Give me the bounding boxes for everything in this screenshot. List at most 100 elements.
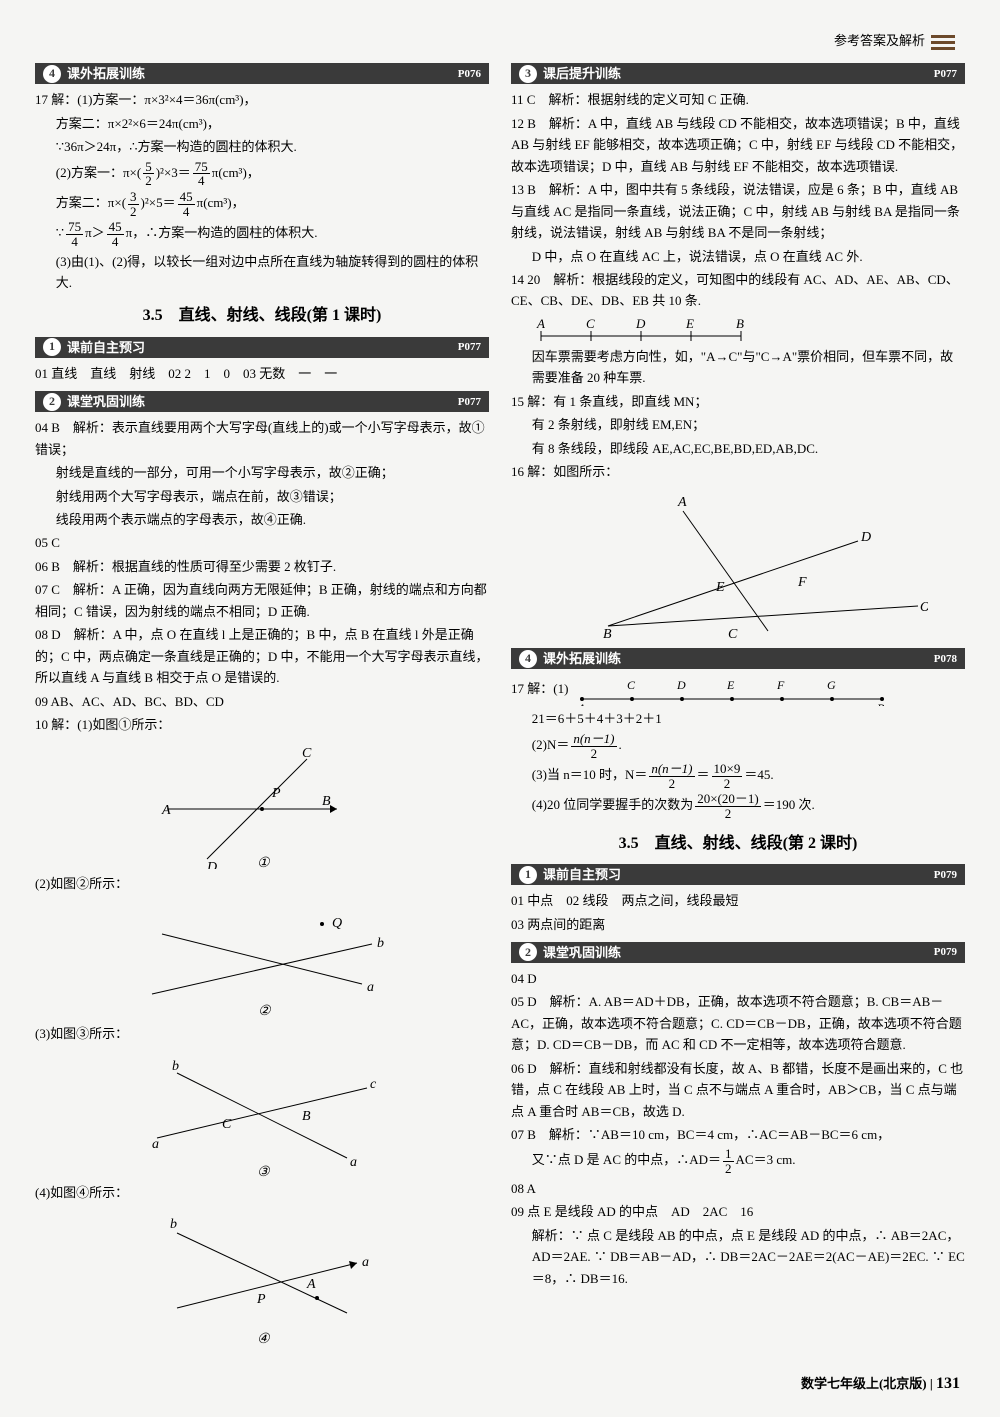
text-line: 12 B 解析：A 中，直线 AB 与线段 CD 不能相交，故本选项错误；B 中…: [511, 113, 965, 177]
page-footer: 数学七年级上(北京版) | 131: [801, 1371, 960, 1397]
text-line: 04 B 解析：表示直线要用两个大写字母(直线上的)或一个小写字母表示，故①错误…: [35, 417, 489, 460]
svg-text:C: C: [586, 316, 595, 331]
band-page: P077: [458, 338, 481, 356]
svg-text:A: A: [577, 701, 586, 706]
svg-text:C: C: [222, 1117, 232, 1132]
text-line: 05 D 解析：A. AB＝AD＋DB，正确，故本选项不符合题意；B. CB＝A…: [511, 991, 965, 1055]
svg-text:c: c: [370, 1077, 377, 1092]
section-band: 3 课后提升训练 P077: [511, 63, 965, 84]
band-page: P079: [934, 943, 957, 961]
text-line: 方案二：π×2²×6＝24π(cm³)，: [35, 113, 489, 134]
text-line: 因车票需要考虑方向性，如，"A→C"与"C→A"票价相同，但车票不同，故需要准备…: [511, 346, 965, 389]
band-number: 4: [43, 65, 61, 83]
band-page: P079: [934, 866, 957, 884]
band-page: P076: [458, 65, 481, 83]
lesson-title: 3.5 直线、射线、线段(第 1 课时): [35, 303, 489, 329]
text-line: 01 中点 02 线段 两点之间，线段最短: [511, 890, 965, 911]
svg-text:O: O: [920, 600, 928, 615]
svg-text:A: A: [161, 803, 171, 818]
section-band: 4 课外拓展训练 P076: [35, 63, 489, 84]
svg-text:③: ③: [257, 1165, 271, 1178]
svg-text:b: b: [172, 1059, 179, 1074]
section-band: 2 课堂巩固训练 P077: [35, 391, 489, 412]
text-line: 又∵点 D 是 AC 的中点，∴AD＝12AC＝3 cm.: [511, 1147, 965, 1175]
svg-text:F: F: [776, 678, 785, 692]
text-line: 有 2 条射线，即射线 EM,EN；: [511, 414, 965, 435]
svg-text:B: B: [302, 1109, 311, 1124]
text-line: 射线用两个大写字母表示，端点在前，故③错误；: [35, 486, 489, 507]
text-line: ∵754π＞454π，∴方案一构造的圆柱的体积大.: [35, 220, 489, 248]
text-line: (2)如图②所示：: [35, 873, 489, 894]
svg-text:D: D: [860, 530, 871, 545]
figure-1: A B C D P ①: [35, 739, 489, 869]
text-line: D 中，点 O 在直线 AC 上，说法错误，点 O 在直线 AC 外.: [511, 246, 965, 267]
svg-text:a: a: [362, 1255, 369, 1270]
text-line: 方案二：π×(32)²×5＝454π(cm³)，: [35, 190, 489, 218]
lesson-title: 3.5 直线、射线、线段(第 2 课时): [511, 831, 965, 857]
svg-text:b: b: [170, 1217, 177, 1232]
text-line: ∵36π＞24π，∴方案一构造的圆柱的体积大.: [35, 136, 489, 157]
band-title: 课前自主预习: [67, 337, 145, 358]
right-column: 3 课后提升训练 P077 11 C 解析：根据射线的定义可知 C 正确. 12…: [511, 56, 965, 1351]
svg-text:C: C: [302, 746, 312, 761]
footer-subject: 数学七年级上(北京版): [801, 1376, 927, 1391]
band-title: 课后提升训练: [543, 63, 621, 84]
text-line: 17 解：(1)方案一：π×3²×4＝36π(cm³)，: [35, 89, 489, 110]
svg-text:P: P: [256, 1292, 266, 1307]
band-page: P077: [458, 393, 481, 411]
svg-text:a: a: [350, 1155, 357, 1170]
left-column: 4 课外拓展训练 P076 17 解：(1)方案一：π×3²×4＝36π(cm³…: [35, 56, 489, 1351]
text-line: 09 AB、AC、AD、BC、BD、CD: [35, 691, 489, 712]
text-line: (3)当 n＝10 时，N＝n(n－1)2＝10×92＝45.: [511, 762, 965, 790]
svg-text:D: D: [676, 678, 686, 692]
svg-text:C: C: [728, 627, 738, 641]
text-line: 07 C 解析：A 正确，因为直线向两方无限延伸；B 正确，射线的端点和方向都相…: [35, 579, 489, 622]
page-number: 131: [936, 1375, 960, 1392]
svg-text:P: P: [271, 786, 281, 801]
svg-text:C: C: [627, 678, 636, 692]
section-band: 4 课外拓展训练 P078: [511, 648, 965, 669]
preview-line: 01 直线 直线 射线 02 2 1 0 03 无数 一 一: [35, 363, 489, 384]
svg-text:a: a: [367, 980, 374, 995]
text-line: 05 C: [35, 532, 489, 553]
book-icon: [931, 32, 955, 50]
svg-text:②: ②: [258, 1004, 272, 1019]
q14-diagram: A C D E B: [511, 316, 965, 342]
text-line: 15 解：有 1 条直线，即直线 MN；: [511, 391, 965, 412]
text-line: 14 20 解析：根据线段的定义，可知图中的线段有 AC、AD、AE、AB、CD…: [511, 269, 965, 312]
text-line: 03 两点间的距离: [511, 914, 965, 935]
svg-text:B: B: [603, 627, 612, 641]
band-title: 课堂巩固训练: [543, 942, 621, 963]
section-band: 2 课堂巩固训练 P079: [511, 942, 965, 963]
band-page: P078: [934, 650, 957, 668]
band-number: 1: [43, 338, 61, 356]
svg-text:A: A: [306, 1277, 316, 1292]
text-line: 解析：∵ 点 C 是线段 AB 的中点，点 E 是线段 AD 的中点，∴ AB＝…: [511, 1225, 965, 1289]
band-title: 课堂巩固训练: [67, 391, 145, 412]
band-number: 1: [519, 866, 537, 884]
text-line: 06 B 解析：根据直线的性质可得至少需要 2 枚钉子.: [35, 556, 489, 577]
text-line: 10 解：(1)如图①所示：: [35, 714, 489, 735]
svg-text:a: a: [152, 1137, 159, 1152]
text-line: (2)方案一：π×(52)²×3＝754π(cm³)，: [35, 160, 489, 188]
text-line: 04 D: [511, 968, 965, 989]
text-line: 08 A: [511, 1178, 965, 1199]
svg-text:①: ①: [257, 856, 271, 869]
text-line: 21＝6＋5＋4＋3＋2＋1: [511, 708, 965, 729]
svg-text:F: F: [797, 575, 807, 590]
svg-text:b: b: [377, 936, 384, 951]
band-title: 课外拓展训练: [67, 63, 145, 84]
text-line: 08 D 解析：A 中，点 O 在直线 l 上是正确的；B 中，点 B 在直线 …: [35, 624, 489, 688]
section-band: 1 课前自主预习 P077: [35, 337, 489, 358]
text-line: 16 解：如图所示：: [511, 461, 965, 482]
svg-text:E: E: [715, 580, 725, 595]
svg-text:D: D: [206, 860, 217, 869]
svg-text:A: A: [536, 316, 545, 331]
band-number: 3: [519, 65, 537, 83]
text-line: (4)20 位同学要握手的次数为20×(20－1)2＝190 次.: [511, 792, 965, 820]
band-title: 课前自主预习: [543, 864, 621, 885]
header-label: 参考答案及解析: [834, 30, 925, 51]
text-line: 有 8 条线段，即线段 AE,AC,EC,BE,BD,ED,AB,DC.: [511, 438, 965, 459]
content-columns: 4 课外拓展训练 P076 17 解：(1)方案一：π×3²×4＝36π(cm³…: [35, 56, 965, 1351]
band-number: 2: [43, 393, 61, 411]
